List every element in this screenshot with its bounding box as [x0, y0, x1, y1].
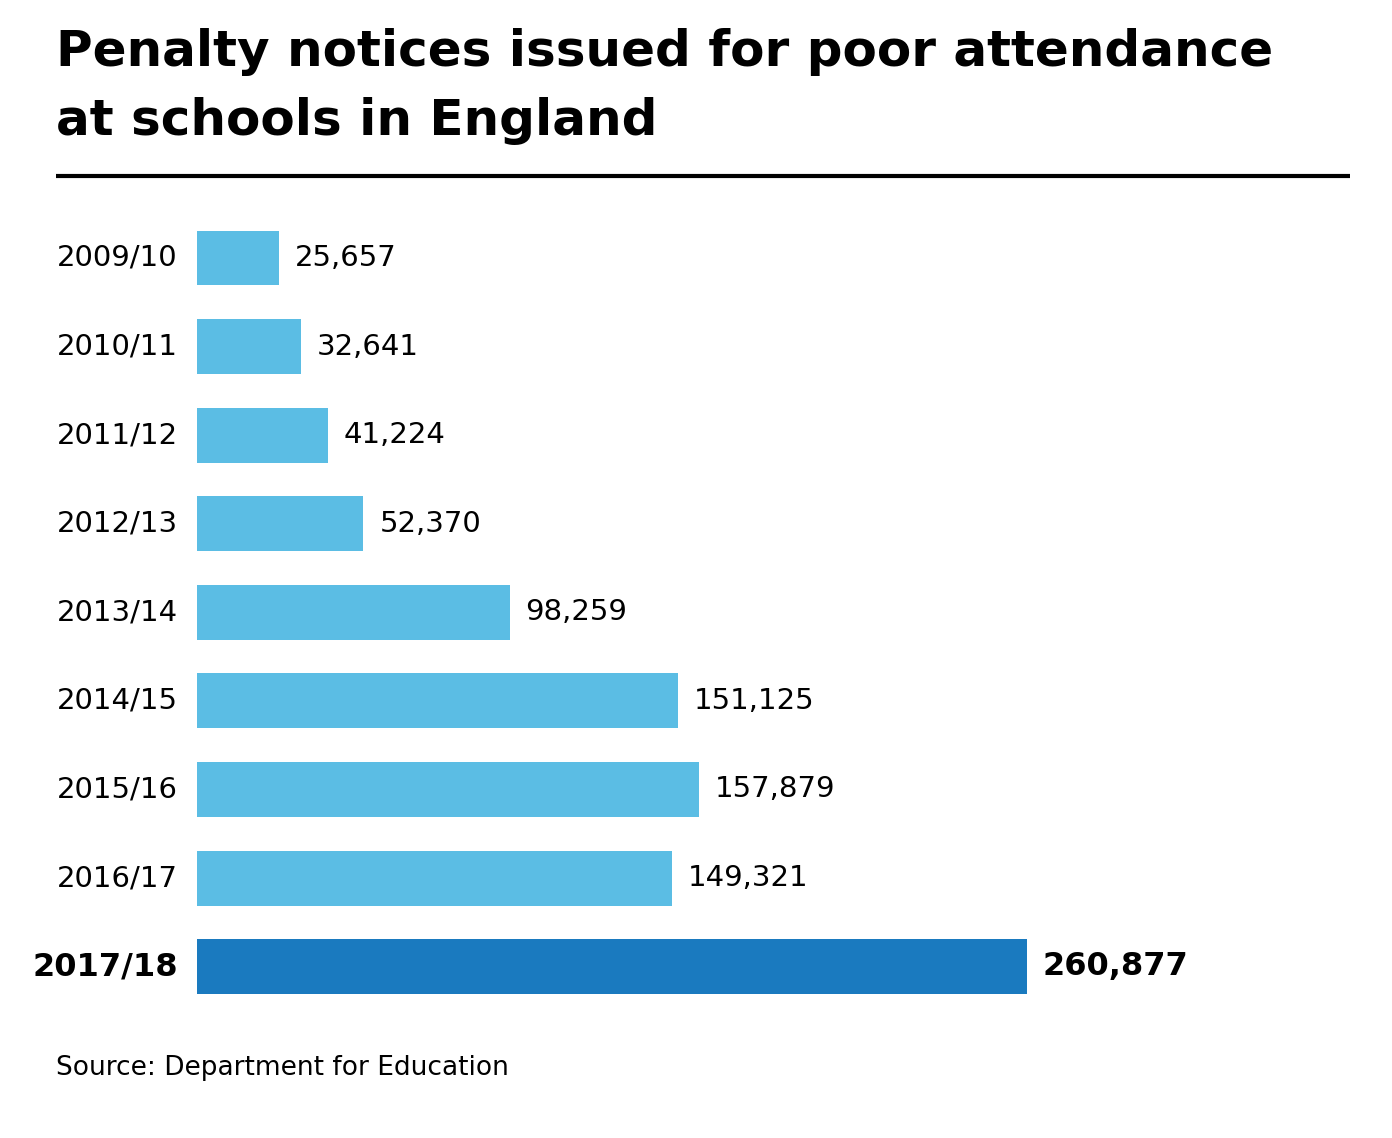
Text: 32,641: 32,641 — [316, 332, 419, 361]
Bar — [196, 496, 363, 551]
Text: 52,370: 52,370 — [380, 510, 482, 538]
Text: 98,259: 98,259 — [525, 599, 628, 626]
Bar — [196, 762, 699, 817]
Text: 2009/10: 2009/10 — [57, 244, 178, 272]
Text: 2013/14: 2013/14 — [57, 599, 178, 626]
Text: 2012/13: 2012/13 — [57, 510, 178, 538]
Text: 41,224: 41,224 — [344, 421, 445, 450]
Bar — [196, 407, 329, 463]
Bar — [196, 319, 301, 374]
Bar — [196, 850, 672, 906]
Text: 157,879: 157,879 — [715, 775, 835, 803]
Text: 2010/11: 2010/11 — [57, 332, 178, 361]
Bar — [196, 231, 278, 286]
Bar — [196, 939, 1027, 995]
Text: 2016/17: 2016/17 — [57, 864, 178, 892]
Text: 260,877: 260,877 — [1043, 951, 1189, 982]
Text: 2017/18: 2017/18 — [32, 951, 178, 982]
Text: 2015/16: 2015/16 — [57, 775, 178, 803]
Text: 2011/12: 2011/12 — [57, 421, 178, 450]
Text: 151,125: 151,125 — [693, 687, 814, 715]
Text: at schools in England: at schools in England — [56, 97, 657, 145]
Text: PA: PA — [1243, 1050, 1311, 1095]
Text: Source: Department for Education: Source: Department for Education — [56, 1055, 508, 1081]
Bar — [196, 585, 509, 640]
Bar — [196, 674, 678, 728]
Text: 2014/15: 2014/15 — [57, 687, 178, 715]
Text: 25,657: 25,657 — [295, 244, 397, 272]
Text: Penalty notices issued for poor attendance: Penalty notices issued for poor attendan… — [56, 28, 1272, 76]
Text: 149,321: 149,321 — [688, 864, 809, 892]
